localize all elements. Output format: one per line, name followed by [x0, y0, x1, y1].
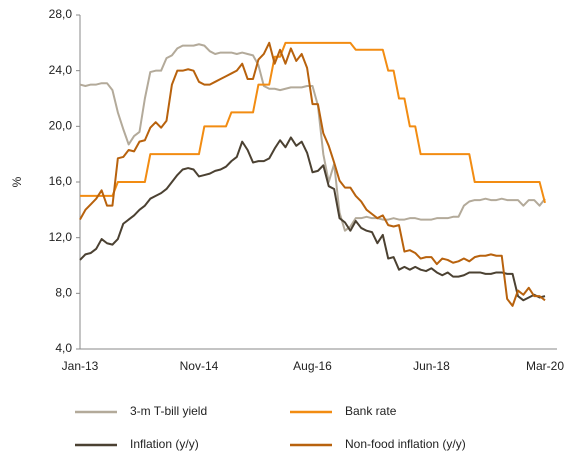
- x-tick-label: Jan-13: [62, 359, 99, 373]
- legend-label: Bank rate: [345, 404, 397, 418]
- series-line: [79, 41, 546, 307]
- legend-label: Inflation (y/y): [130, 437, 199, 451]
- series-line: [79, 136, 546, 302]
- series-line: [79, 43, 546, 232]
- x-tick-label: Mar-20: [526, 359, 564, 373]
- y-tick-label: 24,0: [49, 63, 73, 77]
- x-tick-label: Aug-16: [293, 359, 332, 373]
- y-axis-label: %: [10, 176, 24, 187]
- y-tick-label: 4,0: [55, 341, 72, 355]
- legend-label: 3-m T-bill yield: [130, 404, 207, 418]
- y-tick-label: 28,0: [49, 7, 73, 21]
- legend-label: Non-food inflation (y/y): [345, 437, 466, 451]
- x-tick-label: Nov-14: [180, 359, 219, 373]
- y-tick-label: 12,0: [49, 230, 73, 244]
- x-tick-label: Jun-18: [413, 359, 450, 373]
- series-line: [80, 41, 546, 204]
- y-tick-label: 8,0: [55, 286, 72, 300]
- y-tick-label: 20,0: [49, 119, 73, 133]
- y-tick-label: 16,0: [49, 174, 73, 188]
